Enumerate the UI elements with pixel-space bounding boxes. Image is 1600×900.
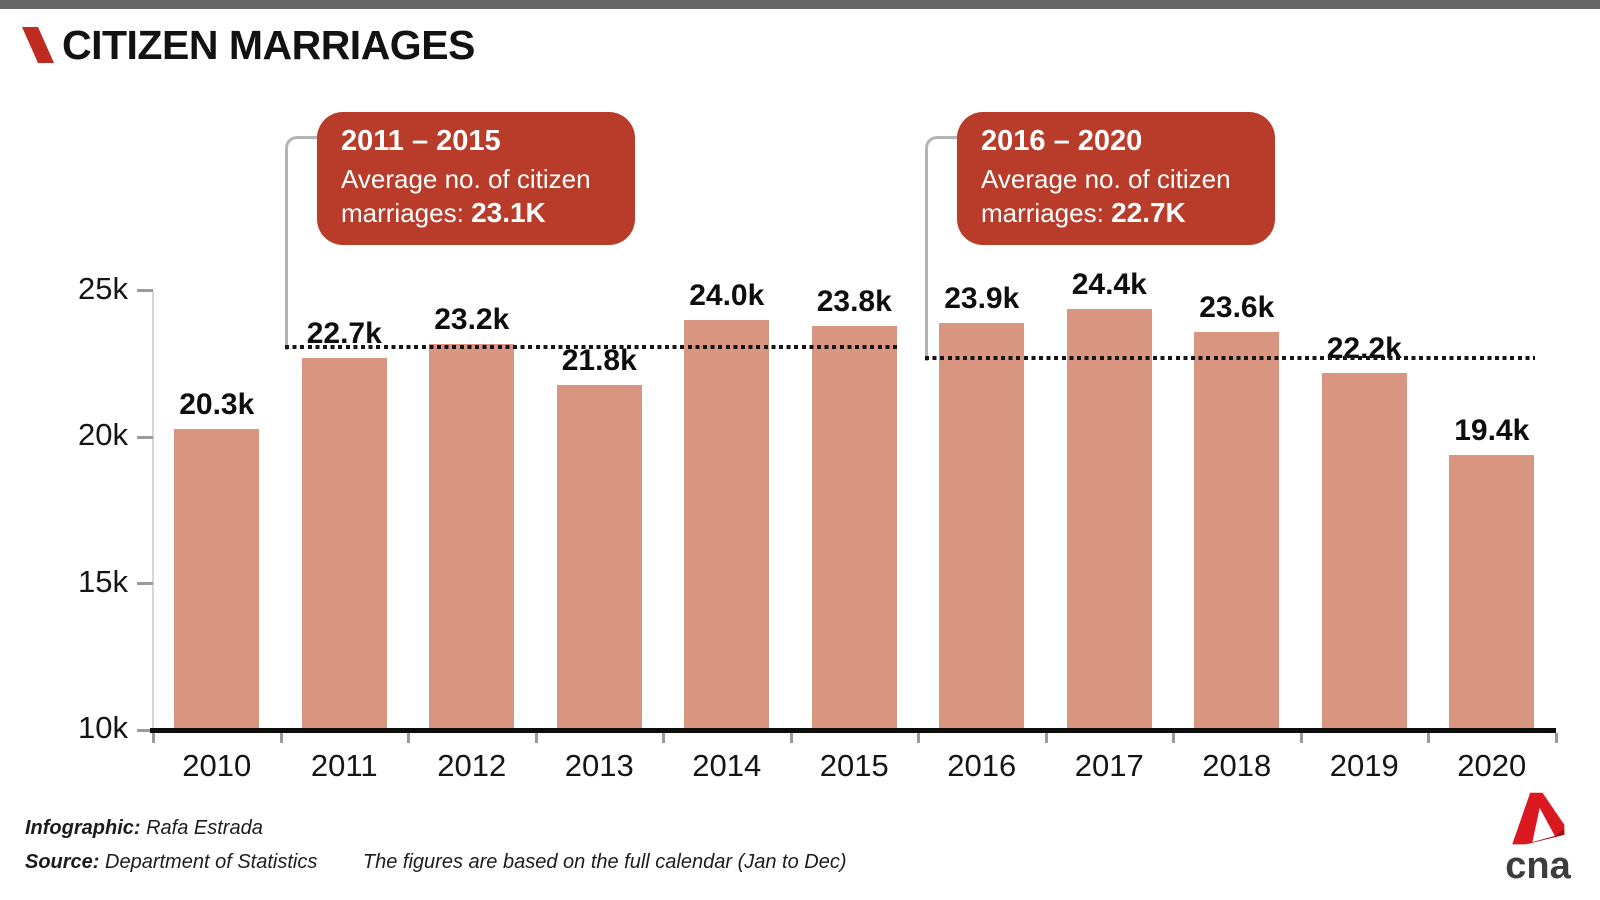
- x-tick: [534, 733, 538, 743]
- bar-value-label: 21.8k: [561, 343, 637, 377]
- bar: [301, 358, 387, 730]
- callout-period: 2011 – 2015: [341, 125, 501, 157]
- y-tick: [137, 289, 153, 293]
- footer-source-label: Source:: [25, 851, 100, 873]
- bar-value-label: 24.4k: [1071, 267, 1147, 301]
- x-tick: [662, 733, 665, 743]
- callout-average-value: 22.7K: [1111, 197, 1186, 228]
- callout-desc-line2: marriages: 22.7K: [981, 196, 1251, 230]
- bar: [939, 323, 1025, 730]
- footer-infographic-value: Rafa Estrada: [146, 817, 263, 839]
- brand-slash-icon: [22, 27, 54, 63]
- footer-source-line: Source: Department of Statistics The fig…: [25, 851, 847, 874]
- x-axis-year-label: 2015: [819, 748, 889, 783]
- callout-2011-2015: 2011 – 2015 Average no. of citizen marri…: [317, 112, 635, 245]
- y-tick-label: 15k: [78, 563, 128, 599]
- bar-value-label: 19.4k: [1454, 413, 1530, 447]
- x-tick: [1044, 733, 1048, 743]
- x-tick: [407, 733, 410, 743]
- x-axis-year-label: 2010: [182, 748, 252, 783]
- callout-desc-label: marriages:: [981, 198, 1104, 228]
- x-axis-year-label: 2016: [947, 748, 1017, 783]
- x-tick: [1427, 733, 1430, 743]
- y-tick-label: 25k: [78, 270, 128, 306]
- x-axis-year-label: 2014: [692, 748, 762, 783]
- y-tick: [137, 582, 153, 586]
- x-axis-year-label: 2020: [1457, 748, 1527, 783]
- callout-connector: [285, 136, 322, 350]
- footer-credit-line: Infographic: Rafa Estrada: [25, 817, 263, 840]
- x-axis-year-label: 2019: [1329, 748, 1399, 783]
- bar-value-label: 22.2k: [1326, 331, 1402, 365]
- y-tick: [137, 435, 153, 439]
- bar-value-label: 23.2k: [434, 302, 510, 336]
- callout-desc-line1: Average no. of citizen: [341, 164, 591, 194]
- x-axis-year-label: 2013: [564, 748, 634, 783]
- callout-2016-2020: 2016 – 2020 Average no. of citizen marri…: [957, 112, 1275, 245]
- average-dotted-line: [925, 356, 1536, 361]
- footer-note: The figures are based on the full calend…: [362, 851, 847, 873]
- bar: [429, 343, 515, 730]
- x-tick: [789, 733, 793, 743]
- x-axis-year-label: 2011: [310, 748, 378, 783]
- x-tick: [1172, 733, 1175, 743]
- footer-infographic-label: Infographic:: [25, 817, 141, 839]
- bar: [1449, 454, 1535, 730]
- bar: [684, 320, 770, 730]
- cna-logo: cna: [1498, 787, 1578, 887]
- x-axis-year-label: 2018: [1202, 748, 1272, 783]
- bar: [556, 384, 642, 730]
- bar: [811, 326, 897, 730]
- average-dotted-line: [285, 344, 898, 349]
- y-tick-label: 20k: [78, 417, 128, 453]
- callout-period: 2016 – 2020: [981, 125, 1143, 157]
- x-axis-year-label: 2017: [1074, 748, 1144, 783]
- callout-desc-line2: marriages: 23.1K: [341, 196, 611, 230]
- bar: [1194, 331, 1280, 730]
- bar-value-label: 23.8k: [816, 285, 892, 319]
- x-tick: [917, 733, 920, 743]
- x-axis-line: [150, 728, 1556, 733]
- x-tick: [279, 733, 283, 743]
- callout-connector: [925, 136, 962, 362]
- callout-desc-label: marriages:: [341, 198, 464, 228]
- y-axis-line: [152, 291, 154, 730]
- bar: [1066, 308, 1152, 730]
- cna-logo-text: cna: [1505, 845, 1571, 887]
- x-tick: [1554, 733, 1558, 743]
- footer-source-value: Department of Statistics: [105, 851, 318, 873]
- x-axis-year-label: 2012: [437, 748, 507, 783]
- bar-value-label: 23.9k: [944, 282, 1020, 316]
- bar-value-label: 23.6k: [1199, 290, 1275, 324]
- bar: [1321, 372, 1407, 730]
- y-tick: [137, 728, 153, 732]
- bar-value-label: 20.3k: [179, 387, 255, 421]
- x-tick: [1299, 733, 1303, 743]
- cna-logo-mark-icon: [1512, 792, 1565, 845]
- x-tick: [152, 733, 155, 743]
- page-title: CITIZEN MARRIAGES: [62, 22, 475, 68]
- bar: [174, 428, 260, 730]
- callout-desc-line1: Average no. of citizen: [981, 164, 1231, 194]
- top-border-bar: [0, 0, 1600, 9]
- y-tick-label: 10k: [78, 710, 128, 745]
- callout-average-value: 23.1K: [471, 197, 546, 228]
- bar-value-label: 24.0k: [689, 279, 765, 313]
